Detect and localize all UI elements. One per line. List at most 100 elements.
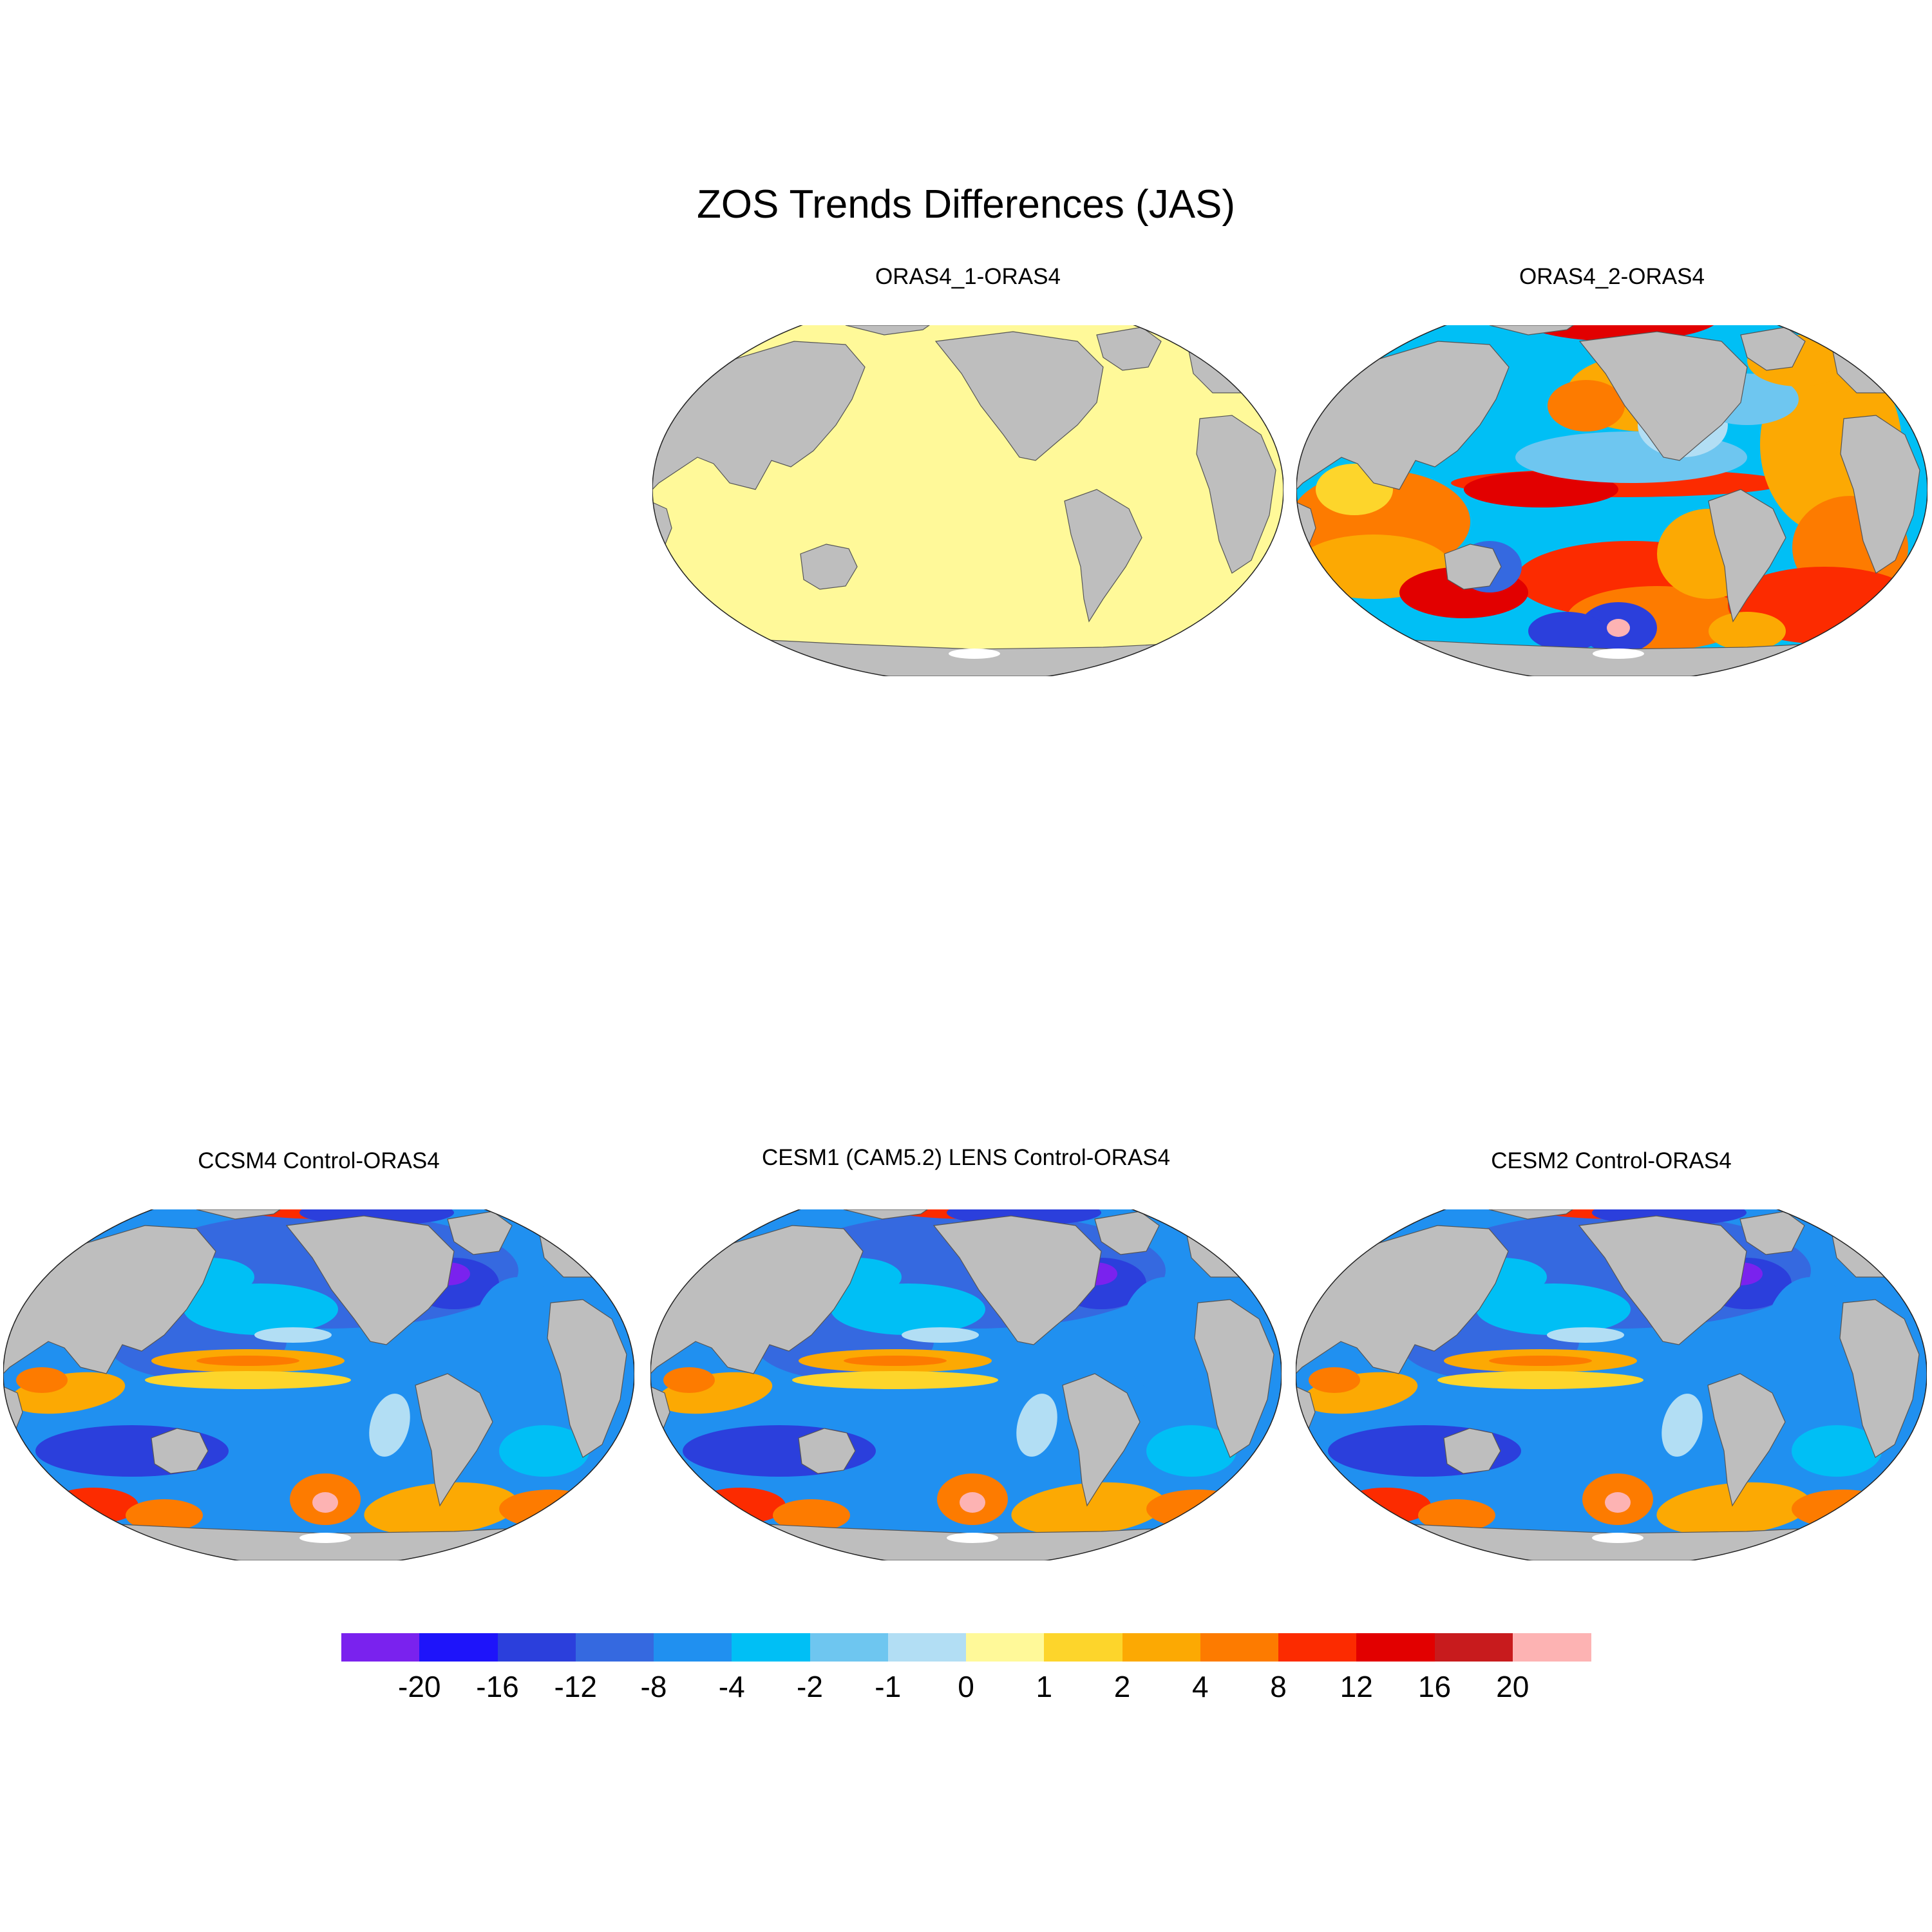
anomaly-patch (126, 1499, 203, 1531)
colorbar-box (341, 1633, 420, 1662)
colorbar-box (966, 1633, 1045, 1662)
anomaly-patch (1011, 1482, 1166, 1536)
ice-shelf (949, 649, 1000, 659)
anomaly-patch (1656, 1482, 1811, 1536)
land-mass (843, 1209, 929, 1220)
anomaly-patch (1547, 1327, 1624, 1343)
panel-title: CESM1 (CAM5.2) LENS Control-ORAS4 (761, 1145, 1171, 1170)
anomaly-patch (1792, 1425, 1882, 1477)
anomaly-patch (1146, 1490, 1249, 1528)
anomaly-patch (1016, 1394, 1057, 1457)
colorbar-label: 12 (1340, 1670, 1373, 1703)
panel-cesm1-lens-control: CESM1 (CAM5.2) LENS Control-ORAS4 (650, 1145, 1282, 1560)
figure-title: ZOS Trends Differences (JAS) (696, 182, 1236, 227)
panel-oras4-2: ORAS4_2-ORAS4 (1296, 264, 1927, 676)
anomaly-patch (1341, 1488, 1431, 1524)
anomaly-patch (1437, 1371, 1643, 1389)
land-mass (845, 325, 931, 336)
anomaly-patch (1309, 1367, 1360, 1393)
map-cesm1-lens-control (650, 1186, 1282, 1560)
colorbar-label: -16 (476, 1670, 519, 1703)
anomaly-patch (1418, 1499, 1495, 1531)
anomaly-patch (947, 1186, 1024, 1204)
anomaly-patch (364, 1482, 518, 1536)
anomaly-patch (473, 1277, 564, 1393)
anomaly-patch (1489, 1356, 1592, 1366)
colorbar-box (419, 1633, 498, 1662)
colorbar-box (1044, 1633, 1122, 1662)
anomaly-patch (1121, 1277, 1211, 1393)
land-mass (1489, 325, 1575, 336)
anomaly-patch (312, 1492, 338, 1513)
anomaly-patch (1464, 471, 1618, 507)
land-mass (1708, 489, 1786, 623)
anomaly-patch (16, 1367, 68, 1393)
colorbar-label: 4 (1191, 1670, 1209, 1703)
ice-shelf (1592, 1533, 1643, 1543)
colorbar-box (1356, 1633, 1435, 1662)
land-mass (196, 1209, 281, 1220)
anomaly-patch (254, 1327, 332, 1343)
ice-shelf (299, 1533, 351, 1543)
colorbar-box (497, 1633, 576, 1662)
land-mass (1839, 1299, 1920, 1458)
anomaly-patch (299, 1186, 377, 1204)
land-mass (1062, 1373, 1141, 1507)
anomaly-patch (499, 1490, 602, 1528)
anomaly-patch (1528, 612, 1605, 650)
colorbar-label: -1 (875, 1670, 902, 1703)
anomaly-patch (960, 1492, 985, 1513)
colorbar-label: -2 (797, 1670, 823, 1703)
colorbar-label: 20 (1496, 1670, 1530, 1703)
colorbar-box (732, 1633, 810, 1662)
land-mass (1578, 331, 1748, 461)
anomaly-patch (1607, 619, 1630, 637)
panel-cesm2-control: CESM2 Control-ORAS4 (1296, 1148, 1927, 1560)
anomaly-patch (1548, 380, 1625, 431)
anomaly-patch (1592, 1186, 1669, 1204)
colorbar-label: 1 (1036, 1670, 1053, 1703)
anomaly-patch (1709, 612, 1786, 650)
land-mass (1194, 1299, 1274, 1458)
colorbar-label: 16 (1417, 1670, 1452, 1703)
colorbar-label: -8 (640, 1670, 667, 1703)
panel-title: ORAS4_2-ORAS4 (1519, 264, 1705, 289)
land-mass (800, 544, 858, 590)
colorbar-box (1512, 1633, 1591, 1662)
anomaly-patch (1662, 1394, 1703, 1457)
anomaly-patch (145, 1371, 351, 1389)
colorbar-box (654, 1633, 732, 1662)
map-oras4-1 (652, 325, 1283, 676)
colorbar-label: -12 (554, 1670, 597, 1703)
anomaly-patch (48, 1488, 138, 1524)
map-ccsm4-control (3, 1186, 634, 1560)
colorbar-box (1122, 1633, 1201, 1662)
colorbar-box (887, 1633, 967, 1662)
anomaly-patch (1593, 308, 1644, 323)
colorbar-box (575, 1633, 654, 1662)
anomaly-patch (196, 1356, 299, 1366)
land-mass (285, 1215, 455, 1345)
anomaly-patch (1605, 1492, 1631, 1513)
colorbar-label: 2 (1113, 1670, 1131, 1703)
panel-title: CESM2 Control-ORAS4 (1491, 1148, 1732, 1173)
land-mass (933, 1215, 1102, 1345)
anomaly-patch (1476, 1283, 1631, 1335)
colorbar-box (1434, 1633, 1513, 1662)
land-mass (1707, 1373, 1786, 1507)
land-mass (1840, 415, 1920, 574)
anomaly-patch (1792, 1490, 1895, 1528)
colorbar-box (1200, 1633, 1279, 1662)
land-mass (151, 1428, 209, 1474)
anomaly-patch (184, 1283, 338, 1335)
land-masses (652, 325, 1283, 676)
anomaly-patch (1146, 1425, 1236, 1477)
colorbar: -20 -16 -12 -8 -4 -2 -1 0 1 2 4 8 12 16 20 (341, 1633, 1591, 1704)
anomaly-patch (773, 1499, 850, 1531)
anomaly-patch (792, 1371, 998, 1389)
colorbar-box (1278, 1633, 1357, 1662)
anomaly-patch (1515, 325, 1721, 341)
map-cesm2-control (1296, 1186, 1927, 1560)
land-mass (934, 331, 1104, 461)
land-mass (1196, 415, 1276, 574)
